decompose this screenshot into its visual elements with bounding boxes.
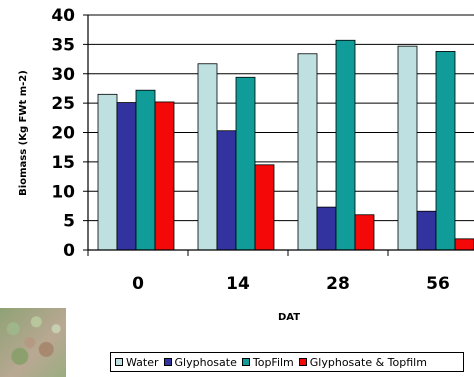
legend-item-topfilm: TopFilm xyxy=(241,355,294,369)
legend-label-topfilm: TopFilm xyxy=(252,355,294,369)
x-tick-labels: 0 14 28 56 xyxy=(132,274,450,294)
bar-topfilm-14 xyxy=(235,76,256,251)
x-axis-title: DAT xyxy=(278,312,300,323)
y-axis-title: Biomass (Kg FWt m-2) xyxy=(18,70,29,196)
y-tick-label: 15 xyxy=(51,153,75,173)
legend-swatch-glyphosate-topfilm xyxy=(298,358,307,366)
y-tick-labels: 0 5 10 15 20 25 30 35 40 xyxy=(51,6,75,261)
bar-glyphosate-56 xyxy=(416,210,437,251)
y-tick-label: 10 xyxy=(51,182,75,202)
x-tick-label: 14 xyxy=(226,274,250,294)
bar-water-28 xyxy=(297,53,318,251)
bars xyxy=(97,39,474,251)
bar-glyphosate-topfilm-0 xyxy=(154,101,175,251)
bar-topfilm-56 xyxy=(435,51,456,251)
bar-water-14 xyxy=(197,63,218,251)
legend-swatch-water xyxy=(115,358,123,366)
legend-label-glyphosate-topfilm: Glyphosate & Topfilm xyxy=(309,355,427,369)
bar-water-56 xyxy=(397,45,418,251)
y-tick-label: 5 xyxy=(63,212,75,232)
y-tick-label: 20 xyxy=(51,124,75,144)
y-tick-label: 40 xyxy=(51,6,75,26)
x-tick-label: 28 xyxy=(326,274,350,294)
bar-topfilm-0 xyxy=(135,89,156,251)
turfgrass-photo xyxy=(0,308,66,377)
bar-glyphosate-topfilm-56 xyxy=(454,238,474,251)
legend-item-glyphosate-topfilm: Glyphosate & Topfilm xyxy=(298,355,427,369)
bar-glyphosate-14 xyxy=(216,130,237,251)
legend-label-glyphosate: Glyphosate xyxy=(174,355,237,369)
legend-swatch-topfilm xyxy=(241,358,250,366)
legend: Water Glyphosate TopFilm Glyphosate & To… xyxy=(110,352,464,372)
bar-glyphosate-topfilm-28 xyxy=(354,214,375,251)
y-tick-label: 30 xyxy=(51,65,75,85)
legend-label-water: Water xyxy=(126,355,159,369)
bar-glyphosate-0 xyxy=(116,102,137,251)
legend-item-glyphosate: Glyphosate xyxy=(163,355,237,369)
legend-swatch-glyphosate xyxy=(163,358,172,366)
x-tick-label: 0 xyxy=(132,274,144,294)
bar-topfilm-28 xyxy=(335,39,356,251)
y-tick-label: 25 xyxy=(51,94,75,114)
y-tick-label: 35 xyxy=(51,35,75,55)
axes xyxy=(87,15,474,256)
y-tick-label: 0 xyxy=(63,241,75,261)
x-tick-label: 56 xyxy=(426,274,450,294)
bar-glyphosate-topfilm-14 xyxy=(254,164,275,251)
bar-glyphosate-28 xyxy=(316,206,337,251)
legend-item-water: Water xyxy=(115,356,159,369)
bar-water-0 xyxy=(97,93,118,251)
